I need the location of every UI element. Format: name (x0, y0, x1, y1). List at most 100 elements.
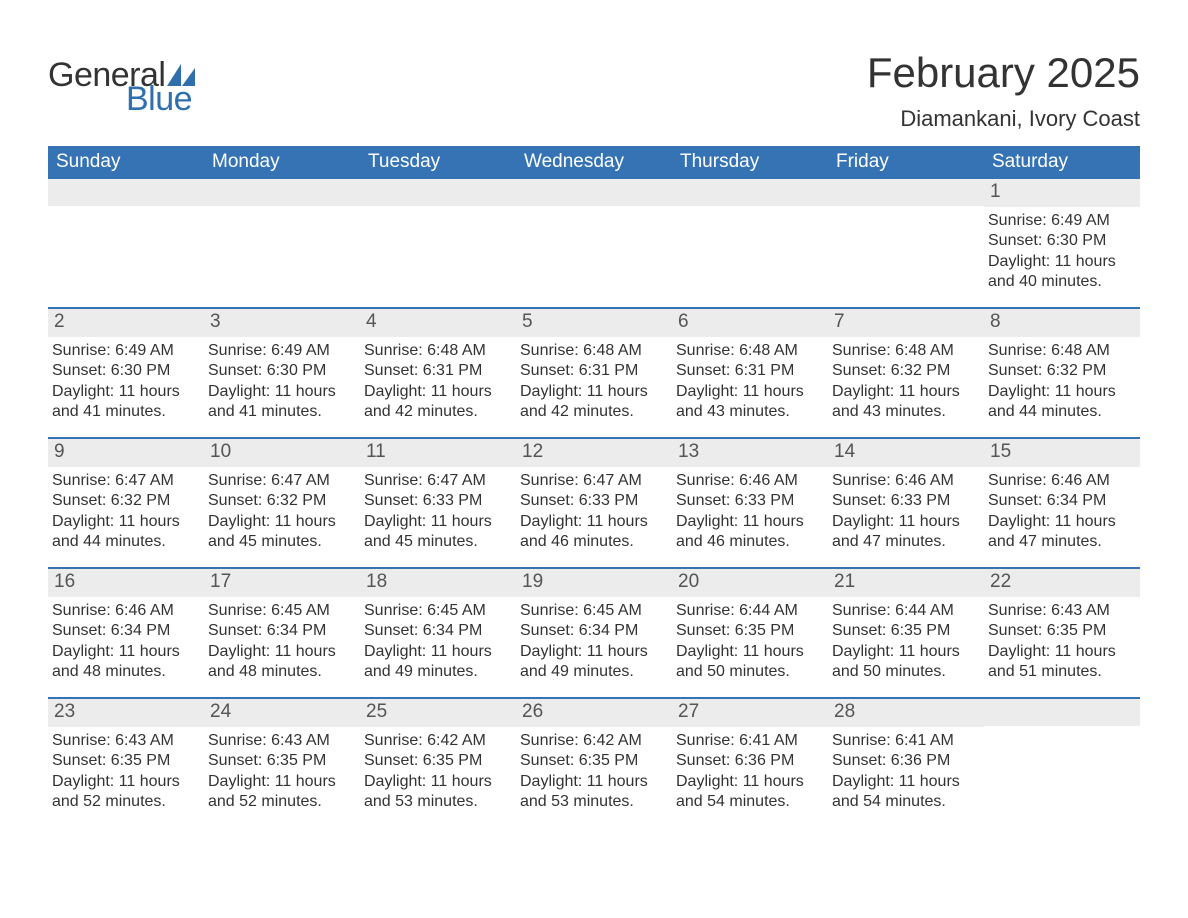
day-details: Sunrise: 6:48 AMSunset: 6:32 PMDaylight:… (984, 337, 1140, 427)
sunset-text: Sunset: 6:32 PM (832, 361, 978, 381)
day-number: 5 (516, 309, 672, 337)
day-number: 27 (672, 699, 828, 727)
day-number: 7 (828, 309, 984, 337)
day-number: 1 (984, 179, 1140, 207)
day-details: Sunrise: 6:45 AMSunset: 6:34 PMDaylight:… (516, 597, 672, 687)
sunrise-text: Sunrise: 6:42 AM (364, 731, 510, 751)
sunrise-text: Sunrise: 6:41 AM (832, 731, 978, 751)
day-details: Sunrise: 6:41 AMSunset: 6:36 PMDaylight:… (828, 727, 984, 817)
day-cell: 18Sunrise: 6:45 AMSunset: 6:34 PMDayligh… (360, 569, 516, 697)
day-number: 24 (204, 699, 360, 727)
weekday-header: Saturday (984, 146, 1140, 179)
day-cell: 25Sunrise: 6:42 AMSunset: 6:35 PMDayligh… (360, 699, 516, 827)
day-cell (672, 179, 828, 307)
day-details: Sunrise: 6:44 AMSunset: 6:35 PMDaylight:… (672, 597, 828, 687)
sunset-text: Sunset: 6:34 PM (208, 621, 354, 641)
day-details: Sunrise: 6:46 AMSunset: 6:33 PMDaylight:… (672, 467, 828, 557)
sunrise-text: Sunrise: 6:44 AM (832, 601, 978, 621)
day-cell: 7Sunrise: 6:48 AMSunset: 6:32 PMDaylight… (828, 309, 984, 437)
day-number: 12 (516, 439, 672, 467)
day-cell: 17Sunrise: 6:45 AMSunset: 6:34 PMDayligh… (204, 569, 360, 697)
day-cell: 10Sunrise: 6:47 AMSunset: 6:32 PMDayligh… (204, 439, 360, 567)
day-number: 10 (204, 439, 360, 467)
sunset-text: Sunset: 6:36 PM (676, 751, 822, 771)
sunrise-text: Sunrise: 6:45 AM (520, 601, 666, 621)
day-cell (984, 699, 1140, 827)
sunset-text: Sunset: 6:33 PM (832, 491, 978, 511)
sunrise-text: Sunrise: 6:47 AM (520, 471, 666, 491)
sunrise-text: Sunrise: 6:43 AM (208, 731, 354, 751)
day-details: Sunrise: 6:48 AMSunset: 6:31 PMDaylight:… (360, 337, 516, 427)
daylight-text: Daylight: 11 hours and 42 minutes. (520, 382, 666, 423)
day-number: 15 (984, 439, 1140, 467)
day-cell: 4Sunrise: 6:48 AMSunset: 6:31 PMDaylight… (360, 309, 516, 437)
title-block: February 2025 Diamankani, Ivory Coast (867, 50, 1140, 132)
day-cell (516, 179, 672, 307)
sunset-text: Sunset: 6:30 PM (208, 361, 354, 381)
daylight-text: Daylight: 11 hours and 52 minutes. (208, 772, 354, 813)
day-number: 22 (984, 569, 1140, 597)
daylight-text: Daylight: 11 hours and 54 minutes. (676, 772, 822, 813)
day-cell: 26Sunrise: 6:42 AMSunset: 6:35 PMDayligh… (516, 699, 672, 827)
day-number: 25 (360, 699, 516, 727)
day-number: 6 (672, 309, 828, 337)
day-cell: 21Sunrise: 6:44 AMSunset: 6:35 PMDayligh… (828, 569, 984, 697)
day-cell: 27Sunrise: 6:41 AMSunset: 6:36 PMDayligh… (672, 699, 828, 827)
day-cell (828, 179, 984, 307)
daylight-text: Daylight: 11 hours and 51 minutes. (988, 642, 1134, 683)
day-cell: 5Sunrise: 6:48 AMSunset: 6:31 PMDaylight… (516, 309, 672, 437)
daylight-text: Daylight: 11 hours and 44 minutes. (52, 512, 198, 553)
day-number (360, 179, 516, 206)
calendar-week-row: 2Sunrise: 6:49 AMSunset: 6:30 PMDaylight… (48, 307, 1140, 437)
day-number: 16 (48, 569, 204, 597)
day-number: 3 (204, 309, 360, 337)
calendar-week-row: 1Sunrise: 6:49 AMSunset: 6:30 PMDaylight… (48, 179, 1140, 307)
day-cell: 14Sunrise: 6:46 AMSunset: 6:33 PMDayligh… (828, 439, 984, 567)
sunrise-text: Sunrise: 6:47 AM (208, 471, 354, 491)
sunrise-text: Sunrise: 6:49 AM (208, 341, 354, 361)
sunrise-text: Sunrise: 6:49 AM (988, 211, 1134, 231)
daylight-text: Daylight: 11 hours and 49 minutes. (520, 642, 666, 683)
day-details: Sunrise: 6:45 AMSunset: 6:34 PMDaylight:… (204, 597, 360, 687)
sunrise-text: Sunrise: 6:45 AM (364, 601, 510, 621)
day-number: 9 (48, 439, 204, 467)
weekday-header: Thursday (672, 146, 828, 179)
sunrise-text: Sunrise: 6:47 AM (52, 471, 198, 491)
sunrise-text: Sunrise: 6:46 AM (988, 471, 1134, 491)
sunrise-text: Sunrise: 6:48 AM (988, 341, 1134, 361)
sunset-text: Sunset: 6:30 PM (988, 231, 1134, 251)
day-cell: 3Sunrise: 6:49 AMSunset: 6:30 PMDaylight… (204, 309, 360, 437)
day-details: Sunrise: 6:47 AMSunset: 6:33 PMDaylight:… (360, 467, 516, 557)
day-number: 13 (672, 439, 828, 467)
day-number (48, 179, 204, 206)
day-cell: 15Sunrise: 6:46 AMSunset: 6:34 PMDayligh… (984, 439, 1140, 567)
day-cell: 11Sunrise: 6:47 AMSunset: 6:33 PMDayligh… (360, 439, 516, 567)
daylight-text: Daylight: 11 hours and 50 minutes. (832, 642, 978, 683)
sunrise-text: Sunrise: 6:48 AM (832, 341, 978, 361)
day-number: 28 (828, 699, 984, 727)
sunrise-text: Sunrise: 6:47 AM (364, 471, 510, 491)
day-cell: 16Sunrise: 6:46 AMSunset: 6:34 PMDayligh… (48, 569, 204, 697)
day-cell (48, 179, 204, 307)
logo: General Blue (48, 50, 195, 116)
daylight-text: Daylight: 11 hours and 49 minutes. (364, 642, 510, 683)
daylight-text: Daylight: 11 hours and 48 minutes. (208, 642, 354, 683)
day-number (828, 179, 984, 206)
sunrise-text: Sunrise: 6:42 AM (520, 731, 666, 751)
sunset-text: Sunset: 6:31 PM (364, 361, 510, 381)
daylight-text: Daylight: 11 hours and 46 minutes. (676, 512, 822, 553)
sunrise-text: Sunrise: 6:49 AM (52, 341, 198, 361)
day-details: Sunrise: 6:47 AMSunset: 6:33 PMDaylight:… (516, 467, 672, 557)
day-number: 18 (360, 569, 516, 597)
day-cell: 6Sunrise: 6:48 AMSunset: 6:31 PMDaylight… (672, 309, 828, 437)
sunrise-text: Sunrise: 6:46 AM (676, 471, 822, 491)
sunrise-text: Sunrise: 6:48 AM (520, 341, 666, 361)
header-row: General Blue February 2025 Diamankani, I… (48, 50, 1140, 132)
sunset-text: Sunset: 6:31 PM (676, 361, 822, 381)
sunset-text: Sunset: 6:35 PM (676, 621, 822, 641)
sunset-text: Sunset: 6:36 PM (832, 751, 978, 771)
sunset-text: Sunset: 6:34 PM (52, 621, 198, 641)
day-number: 20 (672, 569, 828, 597)
day-details: Sunrise: 6:46 AMSunset: 6:34 PMDaylight:… (984, 467, 1140, 557)
weekday-header-row: Sunday Monday Tuesday Wednesday Thursday… (48, 146, 1140, 179)
